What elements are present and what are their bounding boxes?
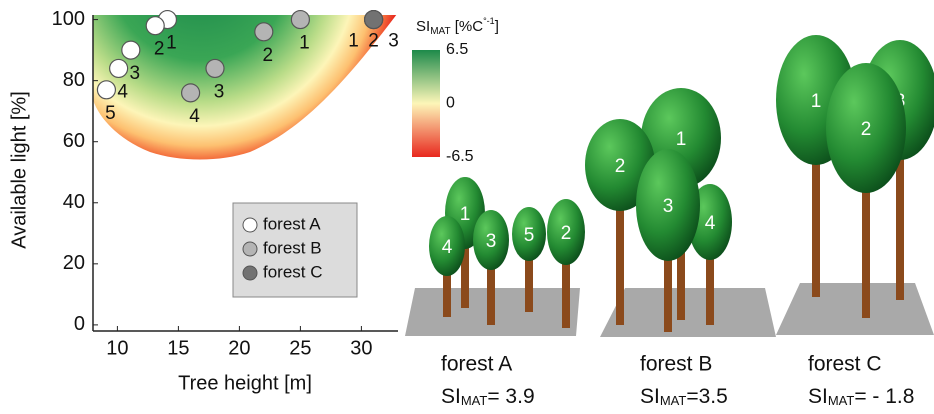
legend-label: forest A [263,214,321,233]
y-tick-label: 0 [74,313,85,335]
si-main: SI [808,385,828,408]
x-tick-label: 15 [167,337,189,359]
y-tick-label: 100 [52,8,85,30]
si-sub: MAT [461,393,488,408]
heatmap [93,15,397,160]
tree-label: 1 [460,204,471,225]
point-label: 5 [105,103,116,124]
point [181,83,201,103]
crown [826,63,906,193]
legend-label: forest C [263,262,323,281]
tree-label: 2 [561,223,572,244]
si-main: SI [441,385,461,408]
tree-label: 3 [486,231,497,252]
point-label: 2 [263,45,274,66]
colorbar-tick-label: 0 [446,95,455,112]
point [290,9,310,30]
point-label: 3 [130,63,141,84]
colorbar-title-unit: [%C [451,18,484,35]
tree-label: 4 [442,237,453,258]
ground [600,288,776,337]
x-tick-label: 20 [228,337,250,359]
tree-label: 2 [615,156,626,177]
forest-si: SIMAT= - 1.8 [808,385,914,409]
point-label: 1 [166,33,177,54]
legend-marker [242,217,258,233]
colorbar-tick-label: 6.5 [446,41,468,58]
colorbar-title: SIMAT [%C°-1] [416,16,499,36]
tree-label: 1 [676,129,687,150]
crown [512,207,546,261]
x-tick-label: 10 [106,337,128,359]
point [364,9,384,30]
y-tick-label: 40 [63,191,85,213]
si-value: =3.5 [686,385,727,408]
crown [585,119,655,211]
crown [473,210,509,270]
point [205,58,225,79]
y-axis-label: Available light [%] [8,91,30,249]
si-value: = - 1.8 [854,385,914,408]
colorbar-title-end: ] [495,18,499,35]
x-tick-label: 25 [289,337,311,359]
forest-si: SIMAT=3.5 [640,385,728,409]
point [145,16,165,36]
point-label: 4 [189,106,200,127]
point-label: 1 [299,33,310,54]
y-tick-label: 80 [63,69,85,91]
y-tick-label: 60 [63,130,85,152]
crown [547,199,585,265]
x-tick-label: 30 [350,337,372,359]
crown [636,149,700,261]
point-label: 2 [154,39,165,60]
colorbar-title-sup: °-1 [483,16,495,26]
tree-label: 2 [861,119,872,140]
point [254,22,274,42]
legend-marker [242,265,258,281]
tree-label: 1 [811,91,822,112]
colorbar [412,50,440,157]
colorbar-title-main: SI [416,18,430,35]
tree-label: 4 [705,213,716,234]
legend-label: forest B [263,238,322,257]
point-label: 1 [348,31,359,52]
forest-name: forest C [808,353,882,376]
si-sub: MAT [660,393,687,408]
colorbar-tick-label: -6.5 [446,148,474,165]
si-value: = 3.9 [487,385,534,408]
x-axis-label: Tree height [m] [178,372,312,394]
y-tick-label: 20 [63,252,85,274]
tree-label: 5 [524,225,535,246]
forest-si: SIMAT= 3.9 [441,385,535,409]
crown [429,216,465,276]
si-main: SI [640,385,660,408]
forest-name: forest A [441,353,512,376]
forest-name: forest B [640,353,712,376]
colorbar-title-sub: MAT [430,26,450,37]
si-sub: MAT [828,393,855,408]
point-label: 4 [117,81,128,102]
point [109,58,129,79]
point [121,40,141,60]
ground [776,283,934,335]
legend-marker [242,241,258,257]
point [96,80,117,100]
tree-label: 3 [663,196,674,217]
point-label: 3 [214,81,225,102]
point-label: 2 [368,31,379,52]
point-label: 3 [388,31,399,52]
